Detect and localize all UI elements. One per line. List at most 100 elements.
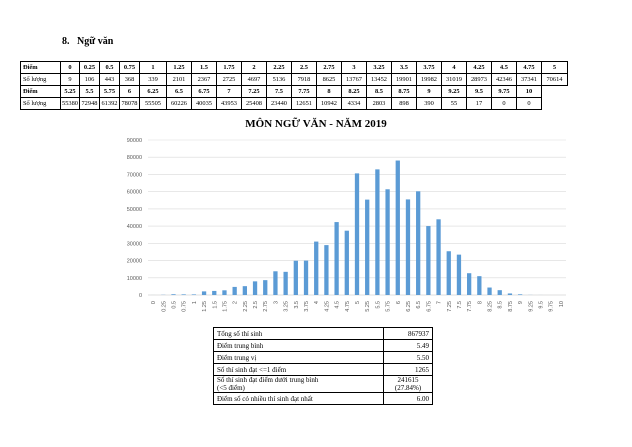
- count-cell: 70614: [540, 73, 568, 86]
- score-cell: 6.25: [138, 85, 167, 98]
- score-cell: 0.25: [78, 61, 100, 74]
- x-tick-label: 6.5: [416, 301, 422, 309]
- row-header: Điểm: [20, 61, 61, 74]
- count-cell: 13767: [340, 73, 367, 86]
- x-tick-label: 8: [477, 301, 483, 304]
- x-tick-label: 5.25: [365, 301, 371, 312]
- bar: [263, 280, 268, 295]
- bar: [293, 260, 298, 295]
- score-row: Điểm 0 0.25 0.5 0.75 1 1.25 1.5 1.75 2 2.25 2.5 2.75…: [20, 61, 568, 74]
- count-cell: 28973: [465, 73, 492, 86]
- score-cell: 0.5: [98, 61, 120, 74]
- count-cell: 43953: [215, 97, 242, 110]
- x-tick-label: 9.5: [539, 301, 545, 309]
- summary-row: Điểm trung bình 5.49: [213, 339, 433, 352]
- score-cell: 9.75: [490, 85, 517, 98]
- count-cell: 19982: [415, 73, 442, 86]
- count-cell: 23440: [265, 97, 292, 110]
- count-cell: 2101: [165, 73, 192, 86]
- score-cell: 2.5: [290, 61, 317, 74]
- row-header: Điểm: [20, 85, 61, 98]
- x-tick-label: 8.75: [508, 301, 514, 312]
- x-tick-label: 9.25: [528, 301, 534, 312]
- score-cell: 6.5: [165, 85, 192, 98]
- summary-label: Điểm số có nhiều thí sinh đạt nhất: [213, 392, 384, 405]
- summary-row: Điểm trung vị 5.50: [213, 351, 433, 364]
- score-cell: 6.75: [190, 85, 217, 98]
- count-cell: 37341: [515, 73, 542, 86]
- y-tick-label: 60000: [127, 190, 142, 196]
- count-cell: 443: [98, 73, 120, 86]
- x-tick-label: 8.5: [498, 301, 504, 309]
- y-tick-label: 20000: [127, 259, 142, 265]
- bar: [375, 169, 380, 295]
- x-tick-label: 0.5: [171, 301, 177, 309]
- bar: [517, 294, 523, 295]
- x-tick-label: 8.25: [488, 301, 494, 312]
- x-tick-label: 1.5: [212, 301, 218, 309]
- section-subject: Ngữ văn: [77, 36, 114, 47]
- summary-label: Số thí sinh đạt <=1 điểm: [213, 363, 384, 376]
- y-tick-label: 40000: [127, 224, 142, 230]
- empty-cell: [541, 98, 567, 110]
- score-cell: 4.5: [490, 61, 517, 74]
- x-tick-label: 7: [437, 301, 443, 304]
- count-cell: 78078: [118, 97, 140, 110]
- bar: [334, 222, 339, 295]
- summary-value: 1265: [383, 363, 433, 376]
- count-cell: 339: [138, 73, 167, 86]
- x-tick-label: 0.25: [161, 301, 167, 312]
- score-cell: 5.25: [60, 85, 80, 98]
- x-tick-label: 4.75: [345, 301, 351, 312]
- score-cell: 4.75: [515, 61, 542, 74]
- section-heading: 8. Ngữ văn: [62, 36, 113, 47]
- y-tick-label: 0: [139, 293, 142, 299]
- summary-label-note: (<5 điểm): [217, 384, 245, 392]
- bar: [385, 189, 390, 295]
- count-cell: 898: [390, 97, 417, 110]
- count-cell: 55: [440, 97, 467, 110]
- summary-value: 241615: [397, 376, 419, 384]
- count-cell: 42346: [490, 73, 517, 86]
- x-tick-label: 4: [314, 301, 320, 304]
- count-cell: 40035: [190, 97, 217, 110]
- count-cell: 4334: [340, 97, 367, 110]
- count-row: Số lượng 9 106 443 368 339 2101 2367 2725 4697 513…: [20, 73, 568, 86]
- score-cell: 4.25: [465, 61, 492, 74]
- count-cell: 7918: [290, 73, 317, 86]
- bar: [344, 230, 349, 295]
- score-cell: 9.5: [465, 85, 492, 98]
- score-cell: 7.5: [265, 85, 292, 98]
- bar: [365, 199, 370, 295]
- bar: [324, 245, 329, 295]
- score-cell: 9.25: [440, 85, 467, 98]
- count-cell: 5136: [265, 73, 292, 86]
- bar: [456, 254, 462, 295]
- score-cell: 2.25: [265, 61, 292, 74]
- bar: [191, 294, 197, 295]
- bar: [181, 294, 186, 295]
- count-cell: 72948: [78, 97, 100, 110]
- y-tick-label: 10000: [127, 276, 142, 282]
- y-tick-label: 30000: [127, 241, 142, 247]
- summary-value: 6.00: [383, 392, 433, 405]
- score-cell: 7: [215, 85, 242, 98]
- count-cell: 31019: [440, 73, 467, 86]
- count-cell: 60226: [165, 97, 192, 110]
- score-cell: 8.25: [340, 85, 367, 98]
- summary-label: Số thí sinh đạt điểm dưới trung bình: [217, 376, 319, 384]
- score-cell: 1.5: [190, 61, 217, 74]
- count-cell: 25408: [240, 97, 267, 110]
- count-cell: 2367: [190, 73, 217, 86]
- count-cell: 17: [465, 97, 492, 110]
- bar: [171, 294, 176, 295]
- count-cell: 10942: [315, 97, 342, 110]
- x-tick-label: 2: [233, 301, 239, 304]
- summary-row: Tổng số thí sinh 867937: [213, 327, 433, 340]
- bar: [232, 286, 237, 295]
- summary-row: Số thí sinh đạt <=1 điểm 1265: [213, 363, 433, 376]
- score-cell: 6: [118, 85, 140, 98]
- count-cell: 0: [490, 97, 517, 110]
- summary-row: Điểm số có nhiều thí sinh đạt nhất 6.00: [213, 392, 433, 405]
- bar: [395, 160, 400, 295]
